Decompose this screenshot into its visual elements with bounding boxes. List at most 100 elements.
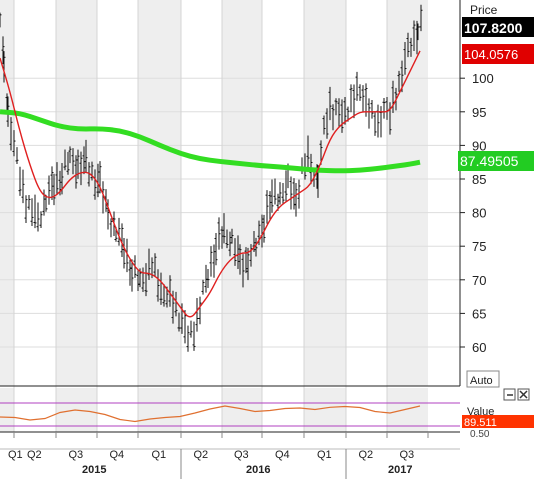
x-quarter-label: Q4 [110, 449, 125, 461]
price-bar [214, 232, 218, 266]
price-bar [244, 247, 248, 274]
price-bar [331, 104, 335, 131]
quarter-shading [0, 0, 428, 432]
y-tick-label: 60 [472, 340, 486, 355]
price-bar [44, 194, 48, 212]
price-bar [153, 253, 157, 276]
price-bar [156, 269, 160, 302]
quarter-band-indicator [0, 388, 14, 432]
last-price-value: 107.8200 [464, 20, 523, 36]
close-panel-button[interactable] [517, 388, 530, 401]
quarter-band-indicator [138, 388, 181, 432]
price-bar [36, 202, 40, 232]
price-bar [82, 146, 86, 175]
price-bar [47, 175, 51, 205]
price-bar [68, 146, 72, 164]
y-tick-label: 80 [472, 206, 486, 221]
price-bar [71, 148, 75, 175]
price-bar [268, 191, 272, 221]
price-bar [233, 238, 237, 266]
price-bar [30, 198, 34, 226]
price-bar [228, 231, 232, 257]
autoscale-button[interactable]: Auto [466, 370, 500, 388]
price-bar [403, 41, 407, 75]
price-bar [195, 298, 199, 332]
price-bar [198, 296, 202, 325]
price-bar [328, 86, 332, 121]
price-bar [186, 325, 190, 352]
x-quarter-label: Q4 [275, 449, 290, 461]
price-bar [217, 217, 221, 250]
price-bar [122, 238, 126, 269]
price-bar [419, 4, 423, 32]
price-bar [109, 218, 113, 238]
quarter-band [138, 0, 181, 386]
price-bar [63, 149, 67, 171]
price-bar [21, 169, 25, 204]
price-bar [322, 115, 326, 135]
price-bar [225, 229, 229, 249]
quarter-band [56, 0, 97, 386]
price-bar [117, 217, 121, 246]
price-bar [174, 291, 178, 317]
price-bar [79, 151, 83, 186]
indicator-value-tag: 89.511 [462, 415, 534, 429]
price-bar [222, 213, 226, 244]
price-bar [52, 173, 56, 206]
autoscale-label: Auto [470, 375, 493, 387]
long-ma-tag: 87.49505 [458, 151, 534, 171]
price-bar [273, 178, 277, 205]
y-tick-label: 85 [472, 172, 486, 187]
price-bar [349, 84, 353, 113]
price-bar [379, 106, 383, 138]
price-bar [204, 264, 208, 293]
price-bar [212, 244, 216, 278]
price-bar [24, 195, 28, 223]
price-bar [373, 111, 377, 136]
quarter-band-indicator [222, 388, 262, 432]
quarter-band [0, 0, 14, 386]
price-bar [334, 98, 338, 116]
x-year-label: 2017 [388, 464, 412, 476]
price-bar [84, 139, 88, 173]
price-bar [246, 247, 250, 281]
price-bar [406, 32, 410, 58]
y-tick-labels: 60 65 70 75 80 85 90 95 100 [460, 71, 494, 355]
price-bar [177, 312, 181, 332]
price-bar [397, 70, 401, 92]
price-bar [325, 108, 329, 139]
x-quarter-label: Q3 [234, 449, 249, 461]
price-bar [128, 259, 132, 286]
price-bar [265, 190, 269, 224]
price-bar [355, 71, 359, 101]
price-bar [33, 194, 37, 229]
minimize-panel-button[interactable] [503, 388, 516, 401]
price-bar [192, 321, 196, 351]
y-axis-title: Price [470, 3, 498, 17]
price-bar [297, 179, 301, 209]
price-bar [412, 20, 416, 51]
price-bar [358, 84, 362, 101]
y-tick-label: 100 [472, 71, 494, 86]
price-bar [15, 147, 19, 164]
price-bar [189, 320, 193, 338]
long-ma-value: 87.49505 [460, 153, 519, 169]
price-bar [120, 223, 124, 257]
price-bar [209, 246, 213, 277]
price-bar [147, 248, 151, 281]
last-price-tag: 107.8200 [462, 17, 534, 37]
price-bar [50, 166, 54, 200]
price-series [0, 4, 423, 352]
price-bar [162, 284, 166, 307]
price-bar [27, 194, 31, 210]
y-tick-label: 75 [472, 239, 486, 254]
price-bar [361, 85, 365, 112]
price-bar [201, 279, 205, 295]
close-icon [519, 390, 528, 399]
price-bar [206, 268, 210, 288]
x-year-label: 2015 [82, 464, 106, 476]
price-bar [278, 182, 282, 205]
price-bar [416, 23, 420, 41]
price-bar [144, 263, 148, 297]
price-bar [376, 104, 380, 138]
